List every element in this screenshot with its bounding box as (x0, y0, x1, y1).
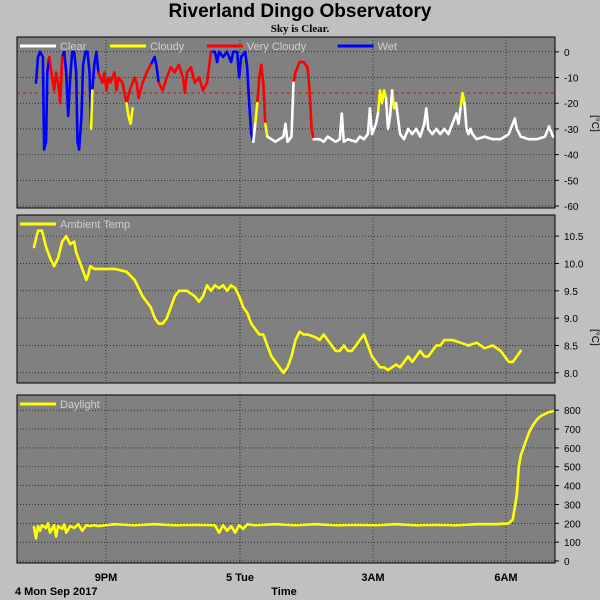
xtick-label: 9PM (95, 572, 118, 584)
series-line-very-cloudy (97, 63, 152, 105)
ytick-label: 500 (564, 463, 581, 474)
series-line-very-cloudy (256, 63, 267, 126)
ytick-label: 200 (564, 519, 581, 530)
series-line-cloudy (254, 101, 259, 126)
Daylight-panel-bg (16, 394, 556, 564)
ytick-label: 8.5 (564, 341, 578, 352)
xtick-label: 6AM (494, 572, 517, 584)
ytick-label: 800 (564, 406, 581, 417)
ytick-label: 10.0 (564, 259, 584, 270)
sky-status-subtitle: Sky is Clear. (270, 23, 330, 35)
legend-label-clear: Clear (60, 41, 87, 53)
ytick-label: 600 (564, 444, 581, 455)
series-line-clear (384, 89, 394, 131)
legend-label-ambient-temp: Ambient Temp (60, 219, 130, 231)
series-line-wet (60, 50, 93, 151)
series-line-cloudy (459, 91, 466, 110)
series-line-clear (394, 101, 462, 141)
y-unit-label: [°C] (589, 115, 600, 132)
series-line-cloudy (376, 89, 388, 115)
series-line-cloudy (264, 122, 269, 138)
ytick-label: 8.0 (564, 369, 578, 380)
ytick-label: -30 (564, 125, 579, 136)
ytick-label: -60 (564, 202, 579, 213)
xtick-label: 3AM (361, 572, 384, 584)
date-label: 4 Mon Sep 2017 (15, 586, 98, 598)
series-line-wet (245, 66, 255, 144)
series-line-wet (34, 50, 51, 151)
series-line-very-cloudy (157, 50, 213, 95)
series-line-wet (91, 50, 100, 92)
ytick-label: 400 (564, 482, 581, 493)
ytick-label: 700 (564, 425, 581, 436)
ytick-label: 0 (564, 48, 570, 59)
x-axis-label: Time (271, 586, 296, 598)
ytick-label: -10 (564, 74, 579, 85)
ytick-label: 100 (564, 538, 581, 549)
series-line-clear (266, 81, 295, 144)
series-line-ambient-temp (32, 229, 523, 375)
ytick-label: -40 (564, 151, 579, 162)
series-line-cloudy (89, 89, 94, 131)
series-line-very-cloudy (292, 60, 315, 141)
series-line-daylight (32, 409, 555, 540)
ytick-label: -50 (564, 176, 579, 187)
legend-label-daylight: Daylight (60, 399, 100, 411)
ytick-label: 9.5 (564, 287, 578, 298)
ytick-label: 0 (564, 557, 570, 568)
xtick-label: 5 Tue (226, 572, 254, 584)
ytick-label: 9.0 (564, 314, 578, 325)
ytick-label: 10.5 (564, 232, 584, 243)
series-line-clear (312, 107, 380, 144)
chart-title: Riverland Dingo Observatory (168, 1, 432, 22)
series-line-cloudy (125, 101, 134, 126)
legend-label-wet: Wet (378, 41, 397, 53)
legend-label-very-cloudy: Very Cloudy (247, 41, 307, 53)
y-unit-label: [°C] (589, 329, 600, 346)
ytick-label: 300 (564, 500, 581, 511)
series-line-clear (252, 122, 257, 144)
ytick-label: -20 (564, 99, 579, 110)
series-line-wet (149, 55, 160, 84)
series-line-clear (463, 101, 555, 141)
series-line-very-cloudy (48, 55, 64, 105)
series-line-wet (209, 50, 249, 79)
Ambient Temp-panel-bg (16, 214, 556, 384)
legend-label-cloudy: Cloudy (150, 41, 185, 53)
